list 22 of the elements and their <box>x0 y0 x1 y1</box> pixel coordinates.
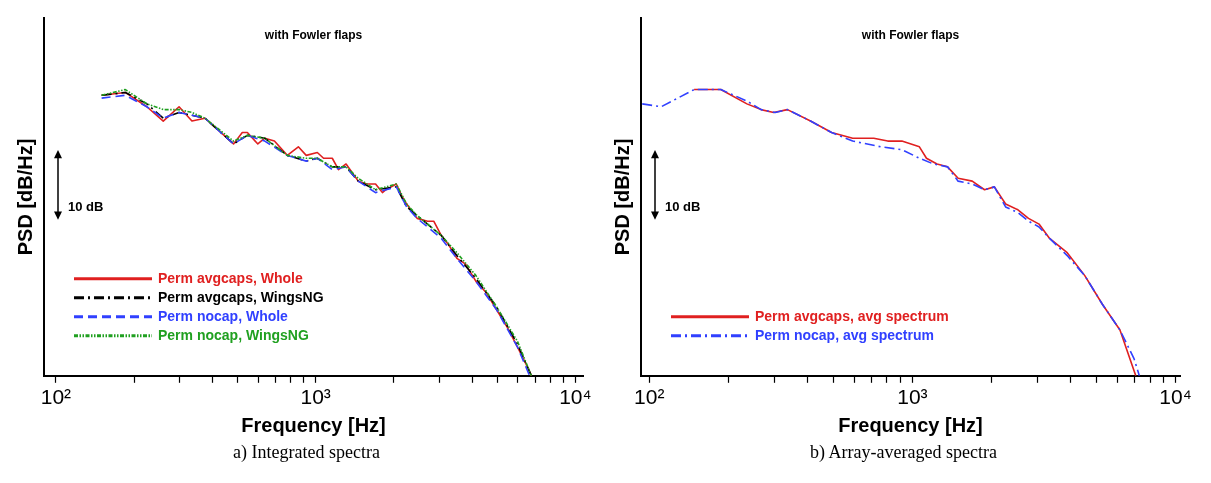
annotation: 10 dB <box>665 199 701 215</box>
text: Perm avgcaps, avg spectrum <box>755 307 949 324</box>
text: a) Integrated spectra <box>232 442 381 463</box>
text: Perm nocap, WingsNG <box>158 326 309 343</box>
y-axis-title: PSD [dB/Hz] <box>610 138 633 256</box>
chart-title: with Fowler flaps <box>263 28 363 43</box>
x-tick-label: 10³ <box>897 385 928 409</box>
text: Perm avgcaps, Whole <box>158 269 303 286</box>
text: b) Array-averaged spectra <box>809 442 998 463</box>
x-axis-title: Frequency [Hz] <box>241 413 386 436</box>
text: Perm avgcaps, WingsNG <box>158 288 324 305</box>
y-axis-title: PSD [dB/Hz] <box>13 138 36 256</box>
x-axis-title: Frequency [Hz] <box>838 413 983 436</box>
x-tick-label: 10² <box>634 385 665 409</box>
chart-title: with Fowler flaps <box>860 28 960 43</box>
annotation: 10 dB <box>68 199 104 215</box>
x-tick-label: 10² <box>40 385 72 409</box>
text: Perm nocap, avg spectrum <box>755 326 934 343</box>
x-tick-label: 10⁴ <box>559 385 592 409</box>
text: Perm nocap, Whole <box>158 307 289 324</box>
x-tick-label: 10³ <box>300 385 331 409</box>
x-tick-label: 10⁴ <box>1159 385 1192 409</box>
